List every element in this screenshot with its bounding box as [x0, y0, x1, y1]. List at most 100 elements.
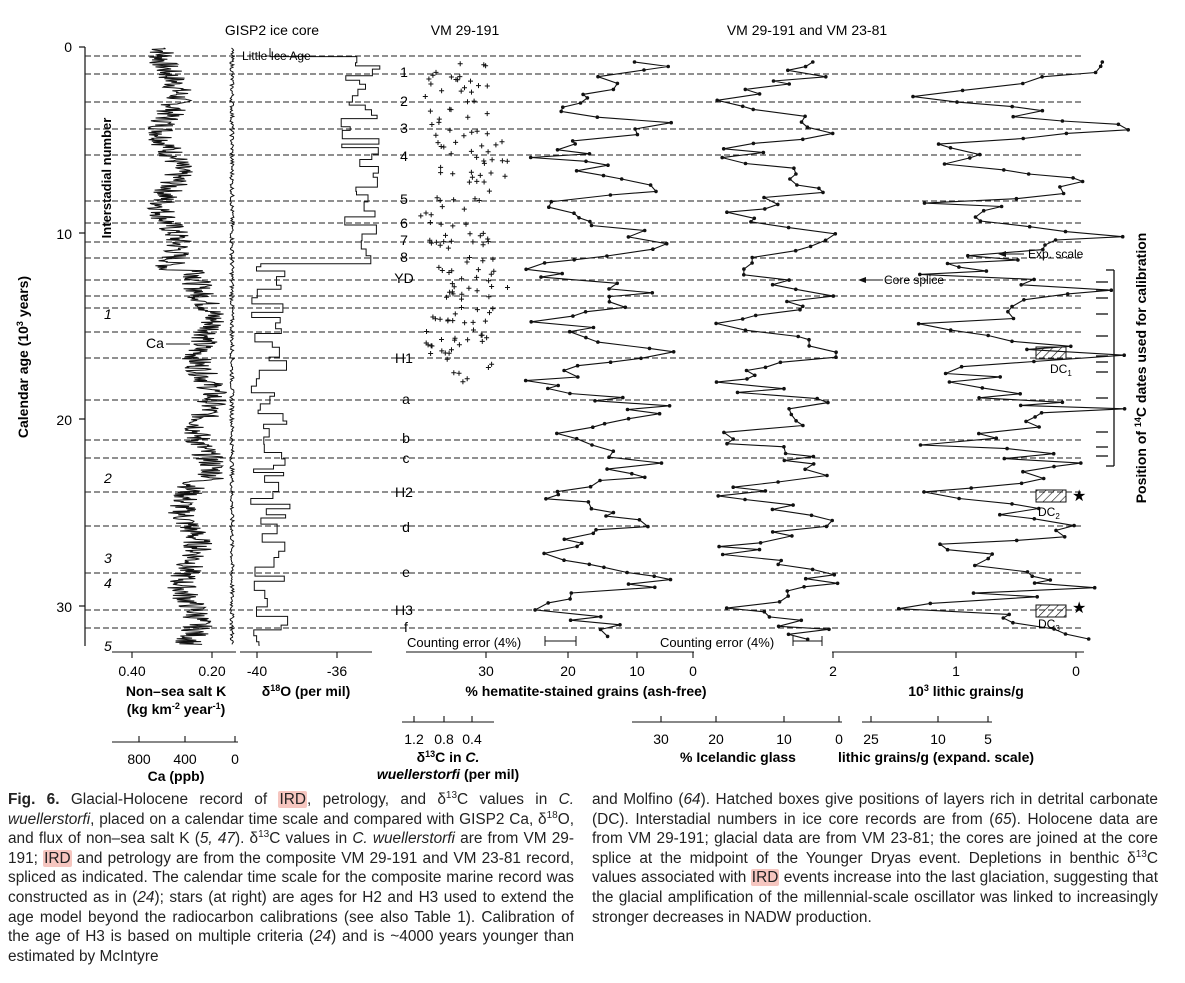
lithic-point — [1002, 456, 1007, 461]
hematite-point — [605, 634, 610, 639]
hematite-point — [581, 92, 585, 97]
interstadial-number-3: 3 — [104, 550, 112, 566]
d13c-cross — [505, 285, 510, 290]
caption-segment: 18 — [546, 809, 558, 821]
lithic-point — [1043, 243, 1047, 247]
d13c-cross — [480, 258, 486, 264]
lithic-point — [998, 512, 1002, 517]
ca-tick-400: 400 — [173, 751, 197, 767]
d13c-cross — [459, 276, 465, 282]
lithic-line — [898, 61, 1131, 640]
d13c-cross — [476, 83, 481, 89]
hematite-point — [635, 132, 640, 137]
hematite-point — [542, 261, 547, 265]
hematite-point — [664, 241, 669, 246]
annotations: Little Ice Age Ca Core splice Exp. scale… — [146, 49, 1086, 650]
lithic-point — [1014, 538, 1019, 543]
d13c-cross — [461, 206, 467, 212]
caption-segment: 5, 47 — [199, 830, 235, 848]
d13c-cross — [489, 284, 495, 289]
d13c-cross — [439, 88, 445, 94]
glass-point — [833, 232, 838, 236]
glass-point — [745, 377, 749, 381]
d13c-cross — [443, 232, 448, 238]
caption-segment: Glacial-Holocene record of — [59, 791, 279, 808]
y-axis-ticklabel-30: 30 — [56, 599, 72, 615]
d13c-cross — [459, 291, 465, 297]
d13c-cross — [437, 197, 443, 203]
lithic-point — [1058, 185, 1062, 189]
hematite-point — [576, 375, 580, 379]
hematite-point — [623, 305, 628, 310]
d13c-cross — [462, 85, 467, 91]
event-label-h1: H1 — [395, 350, 413, 366]
d13c-cross — [428, 351, 434, 356]
glass-point — [758, 541, 763, 545]
d13c-cross — [430, 314, 436, 320]
hematite-point — [646, 524, 650, 529]
event-label-c: c — [403, 450, 410, 466]
lithic-point — [1126, 128, 1130, 132]
d13c-cross — [433, 132, 439, 138]
caption-segment: Fig. 6. — [8, 791, 60, 808]
lithic-point — [1052, 627, 1056, 631]
hematite-point — [533, 608, 537, 612]
lithic-point — [1093, 70, 1098, 75]
glass-tick-10: 10 — [776, 731, 792, 747]
caption-segment: 13 — [445, 789, 458, 801]
event-label-d: d — [402, 519, 410, 535]
lithic-point — [1040, 75, 1044, 79]
glass-point — [725, 441, 729, 446]
hematite-tick-20: 20 — [560, 663, 576, 679]
interstadial-number-1: 1 — [104, 306, 112, 322]
ca-label: Ca — [146, 335, 164, 351]
hematite-point — [626, 235, 631, 239]
glass-point — [714, 380, 719, 384]
event-label-4: 4 — [400, 148, 408, 164]
lithic-point — [1011, 114, 1015, 119]
lithic-point — [1071, 176, 1075, 180]
d13c-cross — [469, 174, 475, 180]
gisp2-header: GISP2 ice core — [225, 22, 319, 38]
hematite-point — [569, 591, 574, 595]
data-curves — [146, 47, 1131, 646]
glass-point — [776, 624, 781, 629]
caption-segment: O, and flux of non–sea salt K ( — [8, 810, 574, 848]
lithic-point — [1037, 506, 1041, 511]
dc1-label: DC1 — [1050, 362, 1072, 378]
d13c-cross — [444, 356, 450, 362]
caption-segment: ). Hatched boxes give positions of layer… — [592, 791, 1158, 828]
glass-point — [786, 225, 791, 230]
glass-point — [821, 190, 825, 195]
hematite-point — [607, 455, 611, 460]
ca-axis-label: Ca (ppb) — [148, 768, 205, 784]
lithic-point — [971, 591, 976, 595]
glass-point — [807, 344, 811, 348]
glass-point — [731, 437, 735, 441]
glass-point — [789, 412, 794, 417]
hematite-point — [659, 461, 664, 465]
lithic-point — [986, 556, 990, 561]
d13c-cross — [479, 332, 485, 338]
d13c-cross — [424, 329, 429, 334]
d13c-cross — [469, 89, 474, 95]
d13c-cross — [430, 72, 436, 78]
lithic-point — [916, 321, 921, 326]
lithic-point — [1021, 81, 1025, 86]
lithic-point — [978, 152, 982, 157]
lithic-point — [959, 364, 964, 369]
hematite-point — [607, 300, 612, 304]
lithic-point — [1016, 258, 1020, 262]
ca-k-curve — [146, 47, 227, 645]
lithic-point — [1092, 585, 1097, 590]
hematite-point — [529, 320, 533, 324]
caption-segment: ). Holocene data are from VM 29-191; gla… — [592, 810, 1158, 867]
h3-star-icon: ★ — [1072, 600, 1086, 617]
d13c-cross — [423, 210, 429, 216]
d13c-cross — [471, 327, 476, 333]
glass-point — [786, 632, 791, 637]
lithic-point — [1006, 309, 1010, 314]
counting-error-label-1: Counting error (4%) — [407, 635, 521, 650]
right-axis-label: Position of 14C dates used for calibrati… — [1133, 233, 1149, 504]
d13c-cross — [460, 379, 466, 385]
